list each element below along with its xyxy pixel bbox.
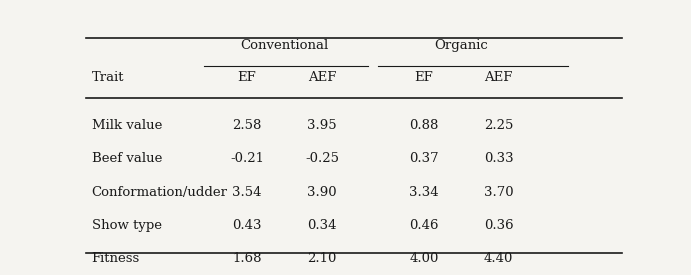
Text: Trait: Trait: [92, 71, 124, 84]
Text: Beef value: Beef value: [92, 152, 162, 165]
Text: 4.00: 4.00: [409, 252, 439, 265]
Text: 4.40: 4.40: [484, 252, 513, 265]
Text: -0.25: -0.25: [305, 152, 339, 165]
Text: AEF: AEF: [484, 71, 513, 84]
Text: 2.58: 2.58: [232, 119, 262, 132]
Text: Fitness: Fitness: [92, 252, 140, 265]
Text: Organic: Organic: [435, 39, 488, 52]
Text: 0.37: 0.37: [409, 152, 439, 165]
Text: EF: EF: [415, 71, 433, 84]
Text: 3.70: 3.70: [484, 186, 513, 199]
Text: 0.36: 0.36: [484, 219, 513, 232]
Text: EF: EF: [238, 71, 256, 84]
Text: 3.90: 3.90: [307, 186, 337, 199]
Text: 2.25: 2.25: [484, 119, 513, 132]
Text: 0.33: 0.33: [484, 152, 513, 165]
Text: 2.10: 2.10: [307, 252, 337, 265]
Text: 0.88: 0.88: [409, 119, 439, 132]
Text: 3.34: 3.34: [409, 186, 439, 199]
Text: 3.54: 3.54: [232, 186, 262, 199]
Text: Milk value: Milk value: [92, 119, 162, 132]
Text: 1.68: 1.68: [232, 252, 262, 265]
Text: -0.21: -0.21: [230, 152, 264, 165]
Text: Conventional: Conventional: [240, 39, 329, 52]
Text: 0.46: 0.46: [409, 219, 439, 232]
Text: 3.95: 3.95: [307, 119, 337, 132]
Text: Conformation/udder: Conformation/udder: [92, 186, 228, 199]
Text: Show type: Show type: [92, 219, 162, 232]
Text: 0.43: 0.43: [232, 219, 262, 232]
Text: AEF: AEF: [307, 71, 337, 84]
Text: 0.34: 0.34: [307, 219, 337, 232]
